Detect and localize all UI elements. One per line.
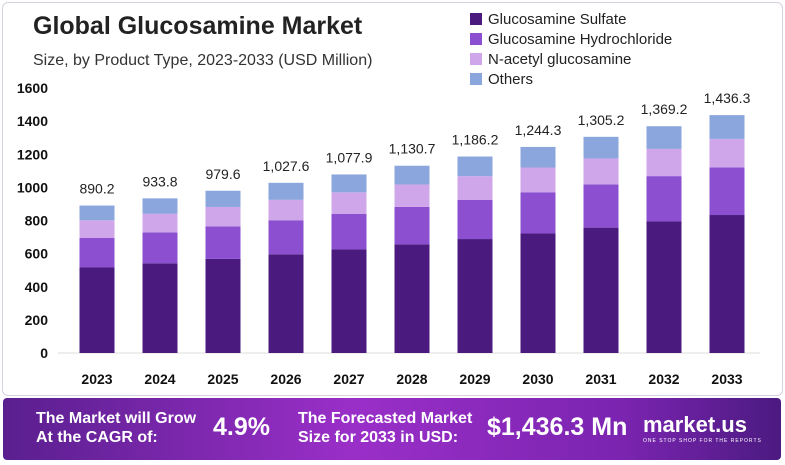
x-tick-label: 2032 bbox=[648, 371, 679, 387]
chart-title: Global Glucosamine Market bbox=[33, 12, 363, 40]
legend-swatch bbox=[470, 13, 482, 25]
bar-segment bbox=[142, 213, 178, 233]
cagr-label: The Market will Grow At the CAGR of: bbox=[36, 410, 197, 446]
bar-segment bbox=[646, 148, 682, 177]
chart-frame bbox=[2, 2, 783, 396]
bar-segment bbox=[268, 254, 304, 353]
total-label: 979.6 bbox=[205, 166, 240, 182]
bar-segment bbox=[394, 184, 430, 207]
bar-segment bbox=[520, 146, 556, 168]
bar-segment bbox=[142, 198, 178, 214]
y-tick-label: 1200 bbox=[17, 146, 48, 162]
bar-chart: 0 200 400 600 800 1000 1200 1400 1600 890.2 2023 93… bbox=[17, 80, 760, 387]
bar-segment bbox=[709, 115, 745, 139]
legend-item: N-acetyl glucosamine bbox=[470, 49, 672, 69]
x-tick-label: 2030 bbox=[522, 371, 553, 387]
x-tick-label: 2033 bbox=[711, 371, 742, 387]
total-label: 1,077.9 bbox=[326, 149, 373, 165]
x-tick-label: 2027 bbox=[333, 371, 364, 387]
bar-segment bbox=[520, 167, 556, 193]
bar-segment bbox=[331, 192, 367, 214]
total-label: 1,244.3 bbox=[515, 122, 562, 138]
y-tick-label: 1600 bbox=[17, 80, 48, 96]
bar-segment bbox=[457, 156, 493, 177]
forecast-label: The Forecasted Market Size for 2033 in U… bbox=[298, 410, 473, 446]
bar-segment bbox=[709, 167, 745, 216]
bar-segment bbox=[583, 227, 619, 353]
legend-swatch bbox=[470, 53, 482, 65]
x-tick-label: 2031 bbox=[585, 371, 616, 387]
total-label: 1,130.7 bbox=[389, 141, 436, 157]
legend: Glucosamine Sulfate Glucosamine Hydrochlo… bbox=[470, 9, 672, 89]
bar-segment bbox=[457, 176, 493, 200]
y-tick-label: 800 bbox=[25, 213, 49, 229]
y-tick-label: 1000 bbox=[17, 179, 48, 195]
total-label: 1,305.2 bbox=[578, 112, 625, 128]
legend-item: Glucosamine Hydrochloride bbox=[470, 29, 672, 49]
bar-segment bbox=[646, 221, 682, 353]
bar-segment bbox=[142, 263, 178, 353]
chart-subtitle: Size, by Product Type, 2023-2033 (USD Mi… bbox=[33, 52, 373, 69]
bar-segment bbox=[79, 205, 115, 221]
bar-segment bbox=[205, 226, 241, 259]
footer-banner: The Market will Grow At the CAGR of: 4.9… bbox=[3, 398, 781, 460]
x-tick-label: 2025 bbox=[207, 371, 238, 387]
bar-segment bbox=[646, 176, 682, 222]
bar-segment bbox=[205, 258, 241, 353]
bar-segment bbox=[268, 182, 304, 200]
x-tick-label: 2026 bbox=[270, 371, 301, 387]
bar-segment bbox=[268, 199, 304, 221]
x-tick-label: 2024 bbox=[144, 371, 175, 387]
legend-label: N-acetyl glucosamine bbox=[488, 50, 632, 68]
market-us-logo: market.us ONE STOP SHOP FOR THE REPORTS bbox=[643, 412, 762, 444]
bar-segment bbox=[457, 199, 493, 240]
y-tick-label: 400 bbox=[25, 279, 49, 295]
bar-segment bbox=[520, 192, 556, 234]
bar-segment bbox=[331, 213, 367, 250]
bar-segment bbox=[709, 138, 745, 168]
y-tick-label: 0 bbox=[40, 345, 48, 361]
bar-segment bbox=[394, 244, 430, 353]
x-tick-label: 2023 bbox=[81, 371, 112, 387]
bar-segment bbox=[583, 158, 619, 185]
total-label: 1,369.2 bbox=[641, 101, 688, 117]
bar-segment bbox=[205, 190, 241, 207]
bar-segment bbox=[583, 184, 619, 228]
bar-segment bbox=[394, 165, 430, 185]
bar-segment bbox=[142, 232, 178, 264]
bar-segment bbox=[331, 249, 367, 353]
bar-segment bbox=[646, 126, 682, 149]
cagr-value: 4.9% bbox=[213, 413, 270, 441]
legend-item: Others bbox=[470, 69, 672, 89]
x-tick-label: 2028 bbox=[396, 371, 427, 387]
bar-segment bbox=[583, 136, 619, 159]
bar-segment bbox=[79, 238, 115, 268]
bar-segment bbox=[520, 233, 556, 353]
bar-segment bbox=[79, 267, 115, 353]
legend-label: Glucosamine Hydrochloride bbox=[488, 30, 673, 48]
legend-label: Glucosamine Sulfate bbox=[488, 10, 627, 28]
bar-segment bbox=[268, 220, 304, 255]
total-label: 933.8 bbox=[142, 173, 177, 189]
bar-segment bbox=[79, 220, 115, 239]
bar-segment bbox=[394, 206, 430, 245]
legend-swatch bbox=[470, 73, 482, 85]
total-label: 890.2 bbox=[79, 181, 114, 197]
bar-segment bbox=[205, 206, 241, 227]
total-label: 1,027.6 bbox=[263, 158, 310, 174]
y-tick-label: 200 bbox=[25, 312, 49, 328]
bar-segment bbox=[457, 239, 493, 353]
x-tick-label: 2029 bbox=[459, 371, 490, 387]
total-label: 1,436.3 bbox=[704, 90, 751, 106]
y-tick-label: 1400 bbox=[17, 113, 48, 129]
y-tick-label: 600 bbox=[25, 246, 49, 262]
total-label: 1,186.2 bbox=[452, 132, 499, 148]
legend-label: Others bbox=[488, 70, 534, 88]
bar-segment bbox=[709, 215, 745, 353]
legend-swatch bbox=[470, 33, 482, 45]
forecast-value: $1,436.3 Mn bbox=[487, 413, 628, 441]
bar-segment bbox=[331, 174, 367, 193]
legend-item: Glucosamine Sulfate bbox=[470, 9, 672, 29]
